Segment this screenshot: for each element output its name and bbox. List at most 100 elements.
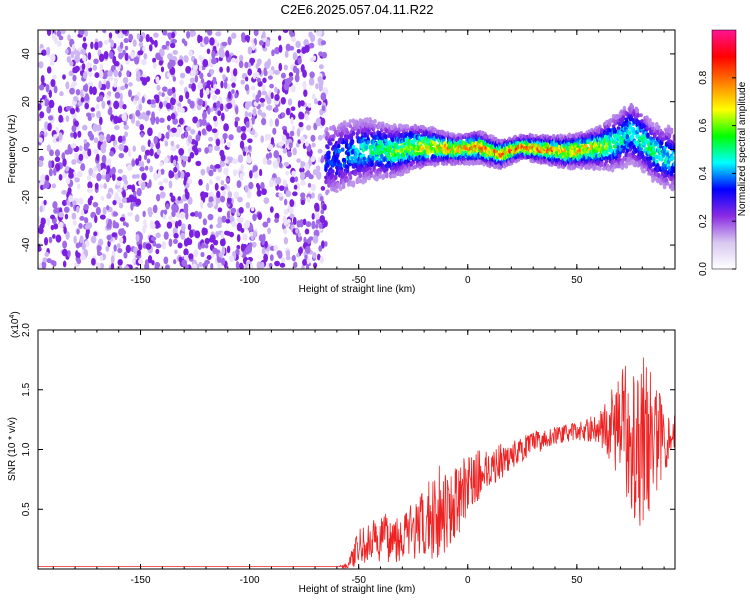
noise-cell [72, 220, 77, 226]
noise-cell [96, 262, 101, 269]
noise-cell [125, 244, 131, 254]
noise-cell [54, 149, 61, 157]
noise-cell [118, 237, 124, 244]
noise-cell [106, 133, 111, 143]
noise-cell [55, 234, 62, 243]
noise-cell [172, 238, 178, 245]
ridge-cell [608, 132, 613, 137]
noise-cell [237, 196, 243, 203]
noise-cell [184, 188, 188, 194]
noise-cell [78, 223, 83, 229]
ridge-cell [530, 133, 534, 138]
noise-cell [174, 220, 179, 229]
ridge-cell [337, 183, 342, 187]
ridge-cell [348, 124, 353, 129]
ridge-cell [350, 156, 355, 160]
noise-cell [177, 219, 182, 227]
noise-cell [163, 209, 168, 215]
noise-cell [136, 187, 142, 197]
ridge-cell [499, 138, 504, 144]
noise-cell [134, 214, 140, 223]
noise-cell [169, 171, 175, 179]
ridge-cell [367, 161, 371, 167]
noise-cell [52, 234, 56, 239]
noise-cell [171, 203, 176, 212]
noise-cell [140, 59, 147, 66]
noise-cell [170, 144, 177, 152]
noise-cell [89, 195, 94, 201]
noise-cell [64, 149, 70, 155]
noise-cell [131, 184, 136, 193]
noise-cell [248, 181, 254, 190]
noise-cell [225, 218, 231, 224]
noise-cell [116, 187, 123, 193]
ridge-cell [625, 148, 630, 153]
ridge-cell [636, 113, 640, 118]
noise-cell [171, 210, 176, 218]
noise-cell [39, 205, 43, 213]
noise-cell [299, 100, 305, 107]
noise-cell [110, 255, 115, 264]
noise-cell [278, 62, 283, 72]
noise-cell [181, 38, 186, 44]
noise-cell [256, 261, 261, 269]
noise-cell [94, 41, 99, 51]
noise-cell [38, 61, 44, 69]
noise-cell [118, 52, 123, 60]
noise-cell [93, 148, 99, 154]
noise-cell [318, 30, 322, 37]
noise-cell [303, 236, 307, 244]
noise-cell [201, 242, 206, 249]
noise-cell [158, 101, 163, 109]
noise-cell [131, 174, 138, 179]
noise-cell [188, 50, 193, 57]
noise-cell [319, 215, 326, 224]
noise-cell [97, 40, 103, 48]
noise-cell [105, 173, 111, 183]
noise-cell [120, 85, 126, 91]
noise-cell [87, 115, 92, 122]
noise-cell [82, 54, 87, 62]
noise-cell [219, 103, 224, 112]
noise-cell [321, 51, 328, 59]
noise-cell [263, 67, 267, 76]
noise-cell [252, 107, 257, 117]
noise-cell [70, 132, 74, 138]
noise-cell [137, 50, 144, 56]
noise-cell [117, 243, 121, 249]
noise-cell [86, 61, 92, 69]
noise-cell [308, 174, 314, 180]
noise-cell [289, 130, 295, 137]
ridge-cell [348, 174, 353, 181]
noise-cell [307, 182, 312, 188]
noise-cell [308, 31, 313, 38]
noise-cell [128, 82, 133, 87]
noise-cell [131, 159, 136, 167]
ridge-cell [426, 162, 430, 167]
noise-cell [206, 30, 211, 34]
noise-cell [133, 246, 139, 255]
noise-cell [316, 171, 322, 180]
noise-cell [127, 211, 133, 217]
noise-cell [75, 252, 81, 258]
noise-cell [191, 82, 196, 92]
ridge-cell [390, 137, 395, 143]
noise-cell [261, 188, 267, 196]
noise-cell [140, 145, 146, 153]
noise-cell [247, 112, 253, 117]
noise-cell [274, 212, 280, 220]
noise-cell [80, 253, 86, 261]
noise-cell [147, 255, 153, 264]
noise-cell [316, 253, 321, 261]
noise-cell [86, 174, 92, 182]
noise-cell [58, 114, 64, 123]
ridge-cell [634, 148, 638, 153]
noise-cell [250, 85, 256, 91]
noise-cell [155, 248, 160, 255]
noise-cell [209, 164, 214, 170]
noise-cell [216, 190, 221, 199]
noise-cell [261, 112, 267, 119]
noise-cell [244, 146, 249, 153]
noise-cell [253, 171, 259, 179]
noise-cell [91, 258, 96, 266]
